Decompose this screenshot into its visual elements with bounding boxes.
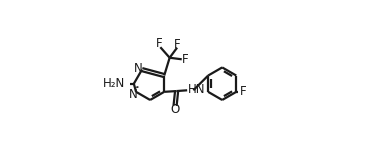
Text: H₂N: H₂N — [103, 77, 125, 90]
Text: F: F — [182, 53, 188, 66]
Text: F: F — [174, 38, 181, 51]
Text: N: N — [129, 88, 138, 101]
Text: F: F — [156, 37, 163, 50]
Text: N: N — [134, 62, 143, 75]
Text: O: O — [170, 103, 179, 116]
Text: HN: HN — [188, 83, 205, 96]
Text: F: F — [240, 85, 247, 98]
